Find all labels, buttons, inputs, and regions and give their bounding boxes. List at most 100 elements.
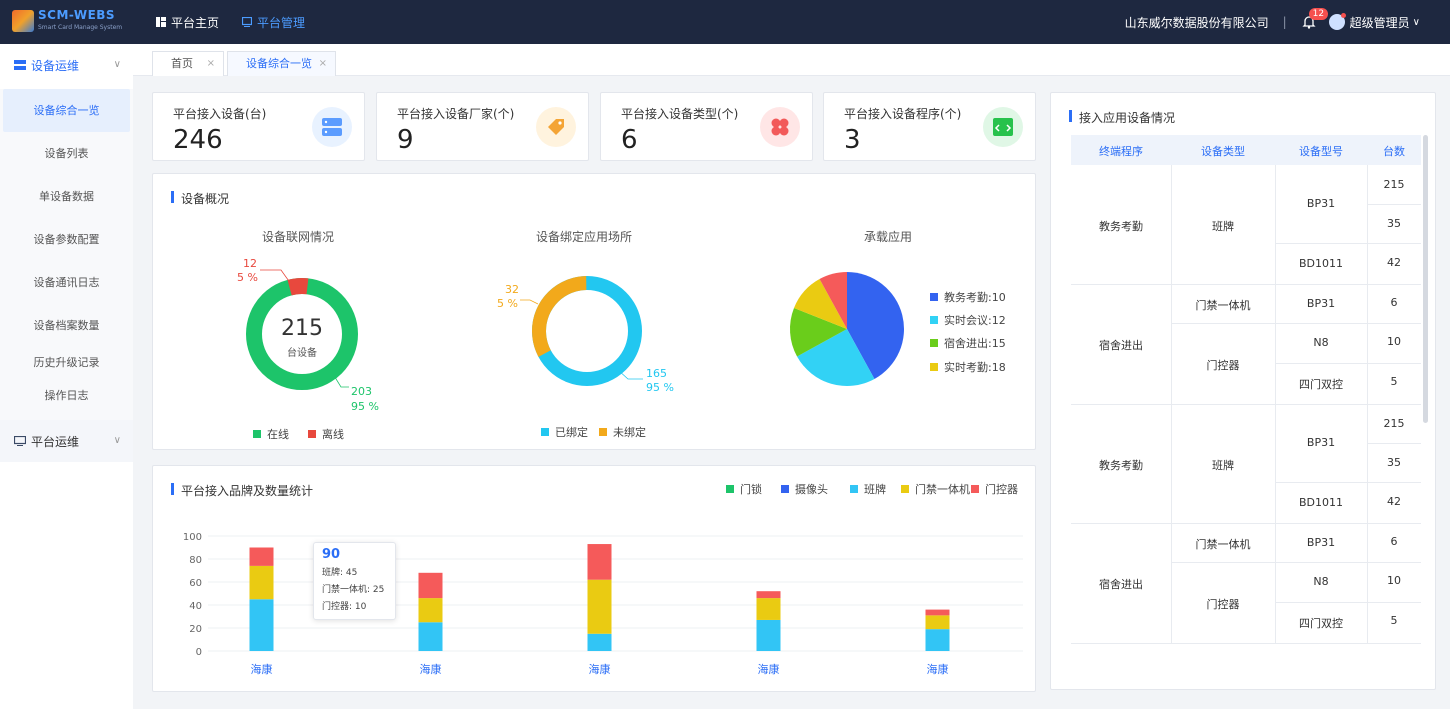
table-cell: 班牌	[1212, 459, 1234, 472]
bound-pct: 95 %	[646, 381, 674, 394]
x-tick-label: 海康	[927, 662, 949, 676]
legend-swatch	[901, 485, 909, 493]
bar-segment[interactable]	[587, 544, 612, 580]
legend-item[interactable]: 门禁一体机	[901, 481, 970, 497]
table-divider	[1275, 165, 1276, 284]
sidebar-item-comm-log[interactable]: 设备通讯日志	[33, 276, 100, 289]
stat-label: 平台接入设备(台)	[173, 107, 267, 121]
grid-icon	[156, 17, 166, 27]
sidebar-group-platform-ops[interactable]: 平台运维 ∨	[0, 420, 133, 462]
tabs-bar: 首页 × 设备综合一览 ×	[133, 44, 1450, 76]
table-divider	[1275, 284, 1276, 404]
tooltip-value: 90	[322, 547, 341, 562]
table-cell: 教务考勤	[1099, 459, 1143, 472]
bar-segment[interactable]	[587, 579, 612, 634]
close-icon[interactable]: ×	[318, 58, 327, 69]
legend-unbound: 未绑定	[599, 424, 646, 440]
pie-slice-4[interactable]	[819, 272, 847, 329]
table-divider	[1367, 165, 1368, 284]
stat-value: 6	[621, 125, 638, 155]
bar-segment[interactable]	[756, 591, 781, 599]
brand-stats-card: 平台接入品牌及数量统计 门锁 摄像头 班牌 门禁一体机 门控器 0 20 40 60 80 100…	[152, 465, 1036, 692]
sidebar-group-device-ops[interactable]: 设备运维 ∨	[0, 44, 133, 86]
sidebar-item-upgrade-history[interactable]: 历史升级记录	[33, 356, 100, 369]
pie-slice-1[interactable]	[797, 329, 875, 386]
user-menu[interactable]: 超级管理员	[1349, 15, 1410, 30]
tooltip-line: 门控器: 10	[322, 602, 367, 612]
pie-slice-3[interactable]	[794, 279, 847, 329]
legend-swatch	[850, 485, 858, 493]
table-cell: 四门双控	[1299, 378, 1343, 391]
app-logo[interactable]: SCM-WEBS Smart Card Manage System	[12, 8, 122, 36]
sidebar-item-archive[interactable]: 设备档案数量	[33, 319, 100, 332]
sidebar-item-overview[interactable]: 设备综合一览	[3, 89, 130, 132]
sidebar-item-op-log[interactable]: 操作日志	[44, 389, 89, 402]
sidebar-sublist: 设备综合一览 设备列表 单设备数据 设备参数配置 设备通讯日志 设备档案数量 历…	[0, 89, 133, 422]
monitor-icon	[14, 436, 26, 446]
stat-label: 平台接入设备厂家(个)	[397, 107, 515, 121]
sidebar-item-params[interactable]: 设备参数配置	[33, 233, 100, 246]
chevron-down-icon[interactable]: ∨	[1412, 16, 1420, 28]
chart-tooltip: 90 班牌: 45 门禁一体机: 25 门控器: 10	[313, 542, 396, 620]
network-offline-arc	[246, 278, 358, 390]
bar-segment[interactable]	[925, 629, 950, 651]
chart-title: 平台接入品牌及数量统计	[171, 482, 313, 499]
bar-segment[interactable]	[925, 615, 950, 630]
bar-segment[interactable]	[756, 598, 781, 620]
nav-home[interactable]: 平台主页	[156, 0, 219, 44]
online-pct: 95 %	[351, 400, 379, 413]
table-cell: 门禁一体机	[1195, 299, 1251, 312]
col-header: 设备型号	[1299, 145, 1343, 158]
table-divider	[1071, 523, 1421, 524]
x-tick-label: 海康	[589, 662, 611, 676]
offline-pct: 5 %	[237, 271, 258, 284]
bar-segment[interactable]	[418, 622, 443, 651]
sidebar-item-device-list[interactable]: 设备列表	[44, 147, 89, 160]
y-tick-label: 20	[189, 624, 202, 635]
bar-segment[interactable]	[925, 609, 950, 616]
table-divider	[1171, 284, 1172, 404]
scrollbar[interactable]	[1423, 135, 1428, 423]
sidebar: 设备运维 ∨ 设备综合一览 设备列表 单设备数据 设备参数配置 设备通讯日志 设…	[0, 44, 133, 709]
legend-item[interactable]: 摄像头	[781, 481, 828, 497]
legend-app-2: 宿舍进出:15	[930, 335, 1006, 351]
pie-slice-0[interactable]	[847, 272, 904, 379]
network-center-label: 台设备	[287, 346, 317, 359]
close-icon[interactable]: ×	[206, 58, 215, 69]
bar-segment[interactable]	[249, 565, 274, 600]
table-cell: 门控器	[1206, 598, 1240, 611]
legend-item[interactable]: 班牌	[850, 481, 886, 497]
stat-value: 9	[397, 125, 414, 155]
notification-bell[interactable]: 12	[1301, 8, 1329, 30]
logo-subtitle: Smart Card Manage System	[38, 24, 123, 31]
legend-item[interactable]: 门锁	[726, 481, 762, 497]
table-divider	[1275, 482, 1421, 483]
avatar[interactable]	[1328, 13, 1346, 30]
bar-segment[interactable]	[418, 572, 443, 599]
tooltip-line: 门禁一体机: 25	[322, 585, 385, 595]
sidebar-group-label: 平台运维	[31, 434, 80, 449]
device-overview-card: 设备概况 设备联网情况 设备绑定应用场所 承载应用 215 台设备 12 5 %…	[152, 173, 1036, 450]
y-tick-label: 60	[189, 578, 202, 589]
server-small-icon	[14, 60, 26, 70]
tab-label: 首页	[171, 57, 193, 70]
bar-segment[interactable]	[249, 547, 274, 566]
sidebar-item-single-device[interactable]: 单设备数据	[39, 190, 94, 203]
nav-platform-manage[interactable]: 平台管理	[242, 0, 305, 44]
legend-item[interactable]: 门控器	[971, 481, 1018, 497]
bar-segment[interactable]	[756, 619, 781, 651]
stat-card-devices: 平台接入设备(台) 246	[152, 92, 365, 161]
bar-segment[interactable]	[249, 599, 274, 651]
apps-chart-title: 承载应用	[863, 230, 912, 244]
legend-label: 实时会议:12	[944, 314, 1006, 327]
table-cell: BD1011	[1298, 496, 1343, 509]
tab-device-overview[interactable]: 设备综合一览 ×	[227, 51, 336, 76]
bar-segment[interactable]	[418, 598, 443, 623]
table-cell: BP31	[1306, 197, 1336, 210]
pie-slice-2[interactable]	[790, 308, 847, 357]
bar-segment[interactable]	[587, 633, 612, 651]
stat-label: 平台接入设备类型(个)	[621, 107, 739, 121]
table-divider	[1071, 284, 1421, 285]
tab-home[interactable]: 首页 ×	[152, 51, 224, 76]
stat-card-vendors: 平台接入设备厂家(个) 9	[376, 92, 589, 161]
